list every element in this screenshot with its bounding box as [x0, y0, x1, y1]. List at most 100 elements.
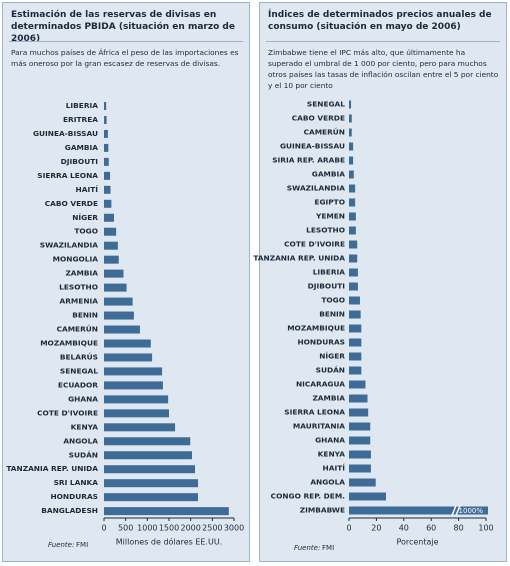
- category-label: MONGOLIA: [53, 255, 99, 264]
- bar: [104, 185, 111, 194]
- category-label: HAITÍ: [76, 185, 99, 194]
- bar: [349, 114, 352, 123]
- category-label: GHANA: [315, 436, 345, 445]
- category-label: NÍGER: [319, 352, 345, 361]
- x-tick-label: 80: [454, 524, 464, 533]
- category-label: NICARAGUA: [296, 380, 345, 389]
- x-axis-label: Millones de dólares EE.UU.: [116, 537, 222, 547]
- bar: [349, 268, 358, 277]
- category-label: COTE D'IVOIRE: [37, 408, 98, 417]
- bar: [104, 507, 229, 516]
- category-label: SWAZILANDIA: [287, 184, 345, 193]
- category-label: ERITREA: [63, 115, 98, 124]
- category-label: LIBERIA: [66, 101, 99, 110]
- category-label: SRI LANKA: [54, 478, 99, 487]
- bar: [349, 156, 354, 165]
- category-label: ZIMBABWE: [300, 506, 345, 515]
- bar: [104, 479, 199, 488]
- category-label: GHANA: [68, 394, 98, 403]
- bar: [349, 198, 356, 207]
- panel: Índices de determinados precios anuales …: [259, 2, 507, 562]
- category-label: GAMBIA: [312, 170, 346, 179]
- bar: [104, 395, 169, 404]
- chart-title: Índices de determinados precios anuales …: [268, 10, 492, 32]
- category-label: HONDURAS: [50, 492, 98, 501]
- bar: [349, 142, 354, 151]
- bar: [104, 171, 111, 180]
- bar: [349, 408, 369, 417]
- bar: [349, 100, 352, 109]
- category-label: EGIPTO: [314, 198, 345, 207]
- bar: [104, 297, 133, 306]
- category-label: SUDÁN: [69, 450, 98, 459]
- category-label: BENIN: [319, 310, 345, 319]
- category-label: ZAMBIA: [65, 269, 98, 278]
- bar: [104, 213, 114, 222]
- category-label: LESOTHO: [306, 226, 345, 235]
- bar: [349, 352, 362, 361]
- category-label: MAURITANIA: [293, 422, 345, 431]
- bar: [349, 254, 358, 263]
- bars: [104, 102, 229, 516]
- bar: [349, 366, 362, 375]
- bar: [349, 240, 358, 249]
- category-label: BANGLADESH: [41, 506, 98, 515]
- bar: [349, 464, 371, 473]
- axis-break: [451, 505, 457, 516]
- bar: [104, 353, 153, 362]
- bar: [349, 310, 361, 319]
- category-label: YEMEN: [315, 212, 345, 221]
- x-tick-label: 0: [101, 524, 106, 533]
- category-label: DJIBOUTI: [61, 157, 99, 166]
- category-label: CABO VERDE: [45, 199, 98, 208]
- bar: [349, 170, 354, 179]
- category-label: MOZAMBIQUE: [40, 338, 98, 347]
- bar: [104, 437, 191, 446]
- bar: [104, 493, 199, 502]
- bar: [349, 436, 371, 445]
- bar: [104, 381, 163, 390]
- category-label: SENEGAL: [307, 100, 345, 109]
- x-tick-label: 500: [118, 524, 133, 533]
- x-tick-label: 60: [426, 524, 436, 533]
- category-label: HONDURAS: [297, 338, 345, 347]
- category-label: SENEGAL: [60, 366, 98, 375]
- bar: [104, 339, 151, 348]
- category-label: GUINEA-BISSAU: [280, 142, 345, 151]
- category-label: COTE D'IVOIRE: [284, 240, 345, 249]
- bar: [349, 296, 360, 305]
- value-label: 1000%: [459, 507, 484, 515]
- x-tick-label: 2500: [202, 524, 222, 533]
- bar: [104, 269, 124, 278]
- bar: [104, 283, 127, 292]
- x-tick-label: 100: [478, 524, 493, 533]
- category-label: SIERRA LEONA: [37, 171, 98, 180]
- bar: [104, 451, 192, 460]
- bar: [104, 227, 117, 236]
- category-label: GUINEA-BISSAU: [33, 129, 98, 138]
- bar: [104, 157, 109, 166]
- x-tick-label: 2000: [180, 524, 200, 533]
- category-label: ANGOLA: [63, 436, 98, 445]
- category-label: TANZANIA REP. UNIDA: [6, 464, 98, 473]
- category-label: ECUADOR: [58, 380, 98, 389]
- category-label: KENYA: [318, 450, 346, 459]
- chart-title: Estimación de las reservas de divisas en…: [11, 10, 235, 44]
- category-label: BELARÚS: [60, 352, 98, 361]
- category-label: ARMENIA: [60, 297, 99, 306]
- bar: [349, 422, 371, 431]
- bar: [104, 199, 112, 208]
- bar: [349, 338, 362, 347]
- bar: [349, 212, 356, 221]
- category-label: SIRIA REP. ARABE: [272, 156, 345, 165]
- category-label: NÍGER: [72, 213, 98, 222]
- x-tick-label: 3000: [224, 524, 244, 533]
- bar: [104, 102, 107, 110]
- bar: [349, 184, 356, 193]
- bar: [104, 143, 109, 152]
- x-tick-label: 1000: [137, 524, 157, 533]
- x-axis-label: Porcentaje: [396, 538, 438, 547]
- bar: [349, 506, 488, 515]
